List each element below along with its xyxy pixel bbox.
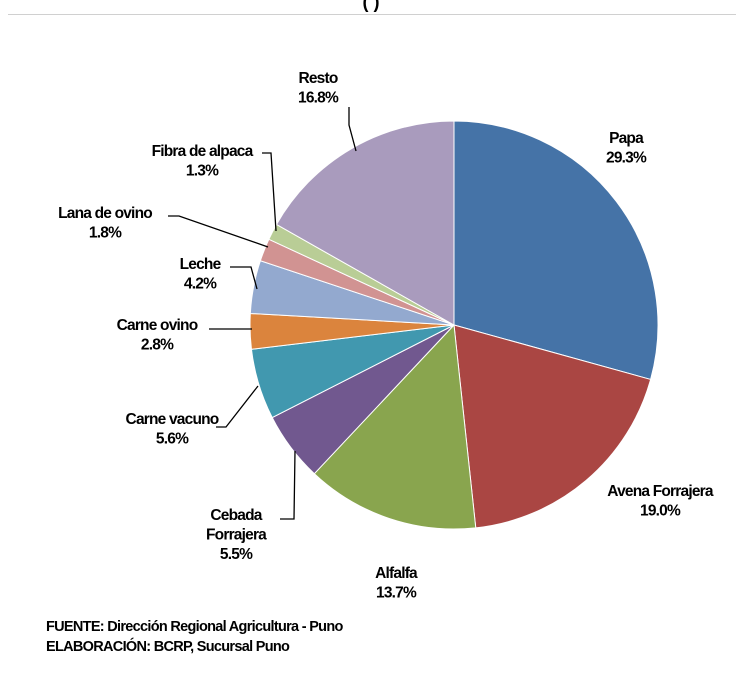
- slice-label: Fibra de alpaca 1.3%: [152, 143, 254, 180]
- slice-percent: 1.8%: [89, 225, 122, 242]
- slice-percent: 19.0%: [640, 503, 681, 520]
- slice-label: Resto 16.8%: [298, 70, 339, 107]
- slice-label: Carne vacuno 5.6%: [126, 411, 219, 448]
- slice-name: Lana de ovino: [58, 205, 152, 222]
- pie-slice: [453, 120, 659, 381]
- slice-percent: 5.5%: [220, 546, 253, 563]
- pie-slice: [453, 324, 652, 529]
- slice-label: Papa 29.3%: [606, 130, 647, 167]
- slice-label: Leche 4.2%: [180, 256, 222, 293]
- slice-name: Forrajera: [206, 527, 267, 544]
- source-note: FUENTE: Dirección Regional Agricultura -…: [46, 619, 343, 635]
- slice-label: Avena Forrajera 19.0%: [607, 483, 714, 520]
- slice-name: Carne ovino: [117, 317, 198, 334]
- slice-label: Lana de ovino 1.8%: [58, 205, 152, 242]
- slice-percent: 1.3%: [186, 163, 219, 180]
- pie-slice: [313, 323, 477, 530]
- slice-percent: 29.3%: [606, 150, 647, 167]
- leader-line: [230, 266, 258, 290]
- slice-percent: 16.8%: [298, 90, 339, 107]
- slice-name: Fibra de alpaca: [152, 143, 254, 160]
- leader-line: [348, 107, 357, 152]
- slice-name: Resto: [298, 70, 337, 87]
- slice-label: Carne ovino 2.8%: [117, 317, 198, 354]
- leader-line: [216, 385, 259, 428]
- slice-label: Alfalfa 13.7%: [375, 565, 418, 602]
- slice-percent: 4.2%: [184, 276, 217, 293]
- leader-line: [280, 450, 296, 520]
- slice-name: Papa: [609, 130, 644, 147]
- elaboration-note: ELABORACIÓN: BCRP, Sucursal Puno: [46, 638, 290, 655]
- leader-line: [262, 152, 277, 232]
- top-divider: [8, 14, 736, 15]
- slice-name: Carne vacuno: [126, 411, 219, 428]
- leader-line: [168, 215, 269, 248]
- slice-name: Alfalfa: [375, 565, 418, 582]
- slice-label: Cebada Forrajera 5.5%: [206, 507, 267, 563]
- slice-percent: 5.6%: [156, 431, 189, 448]
- slice-percent: 2.8%: [141, 337, 174, 354]
- slice-name: Cebada: [210, 507, 262, 524]
- slice-name: Avena Forrajera: [607, 483, 714, 500]
- slice-percent: 13.7%: [376, 585, 417, 602]
- chart-footer: FUENTE: Dirección Regional Agricultura -…: [46, 618, 343, 657]
- pie-slice: [275, 120, 455, 326]
- slice-name: Leche: [180, 256, 222, 273]
- chart-title-fragment: ( ): [362, 0, 380, 12]
